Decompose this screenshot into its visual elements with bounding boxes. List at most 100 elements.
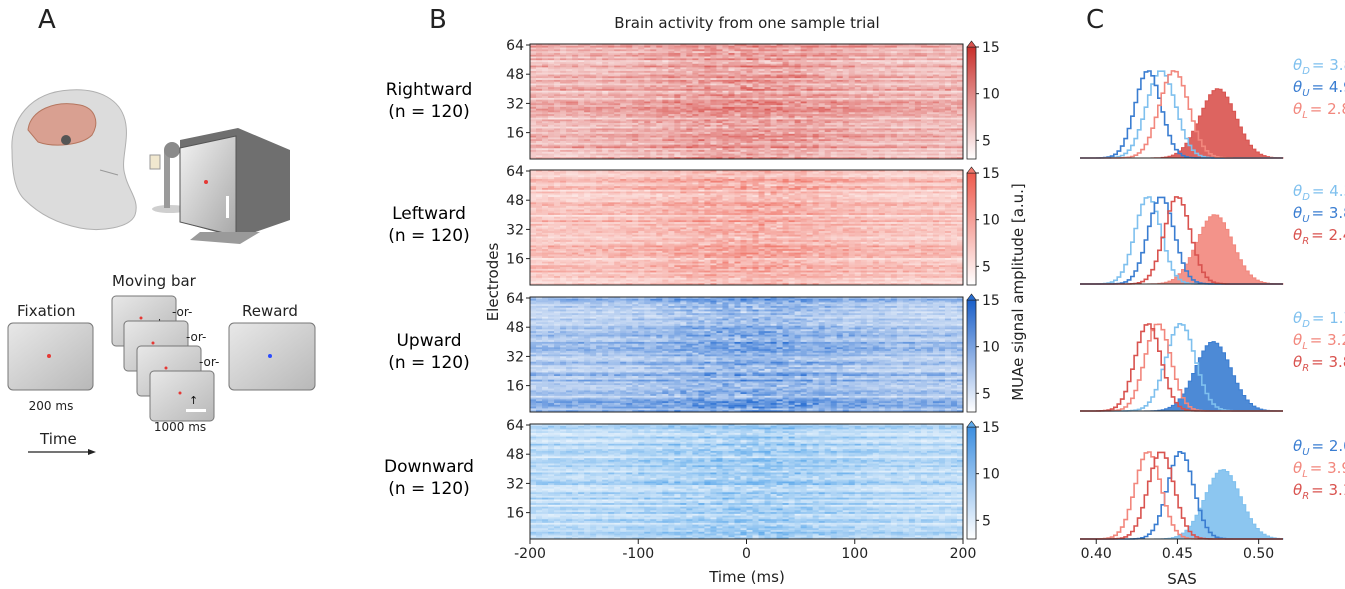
heatmap-cell: [590, 128, 596, 130]
heatmap-cell: [807, 100, 813, 102]
heatmap-cell: [765, 96, 771, 98]
heatmap-cell: [747, 58, 753, 60]
heatmap-cell: [632, 141, 638, 143]
heatmap-cell: [897, 57, 903, 59]
heatmap-cell: [759, 105, 765, 107]
heatmap-cell: [602, 148, 608, 150]
heatmap-cell: [722, 85, 728, 87]
heatmap-cell: [614, 109, 620, 111]
heatmap-cell: [789, 128, 795, 130]
condition-name: Downward: [384, 457, 474, 477]
heatmap-cell: [566, 103, 572, 105]
heatmap-cell: [680, 76, 686, 78]
heatmap-cell: [650, 154, 656, 156]
heatmap-cell: [536, 110, 542, 112]
heatmap-cell: [674, 75, 680, 77]
heatmap-cell: [951, 145, 957, 147]
heatmap-cell: [530, 155, 536, 157]
heatmap-cell: [915, 85, 921, 87]
heatmap-cell: [542, 172, 548, 174]
heatmap-cell: [578, 154, 584, 156]
heatmap-cell: [590, 103, 596, 105]
heatmap-cell: [867, 85, 873, 87]
heatmap-cell: [867, 46, 873, 48]
heatmap-cell: [873, 80, 879, 82]
heatmap-cell: [861, 148, 867, 150]
heatmap-cell: [740, 69, 746, 71]
heatmap-cell: [590, 139, 596, 141]
heatmap-cell: [656, 145, 662, 147]
heatmap-cell: [698, 80, 704, 82]
heatmap-cell: [614, 103, 620, 105]
heatmap-cell: [602, 177, 608, 179]
heatmap-cell: [572, 87, 578, 89]
heatmap-cell: [578, 85, 584, 87]
heatmap-cell: [849, 93, 855, 95]
heatmap-cell: [704, 130, 710, 132]
heatmap-cell: [849, 105, 855, 107]
heatmap-cell: [795, 174, 801, 176]
heatmap-cell: [590, 136, 596, 138]
heatmap-cell: [945, 112, 951, 114]
heatmap-cell: [698, 58, 704, 60]
heatmap-cell: [759, 103, 765, 105]
heatmap-cell: [771, 55, 777, 57]
heatmap-cell: [692, 172, 698, 174]
heatmap-cell: [903, 119, 909, 121]
heatmap-cell: [662, 58, 668, 60]
heatmap-cell: [831, 78, 837, 80]
heatmap-cell: [668, 116, 674, 118]
heatmap-cell: [638, 73, 644, 75]
heatmap-cell: [759, 76, 765, 78]
heatmap-cell: [656, 148, 662, 150]
heatmap-cell: [716, 84, 722, 86]
heatmap-cell: [548, 103, 554, 105]
heatmap-cell: [680, 125, 686, 127]
heatmap-cell: [837, 119, 843, 121]
heatmap-cell: [680, 175, 686, 177]
heatmap-cell: [957, 141, 963, 143]
heatmap-cell: [909, 114, 915, 116]
heatmap-cell: [554, 146, 560, 148]
heatmap-cell: [716, 62, 722, 64]
heatmap-cell: [716, 139, 722, 141]
heatmap-cell: [674, 102, 680, 104]
heatmap-cell: [909, 53, 915, 55]
heatmap-cell: [855, 136, 861, 138]
heatmap-cell: [662, 134, 668, 136]
heatmap-cell: [668, 57, 674, 59]
heatmap-cell: [674, 132, 680, 134]
heatmap-cell: [843, 60, 849, 62]
heatmap-cell: [819, 100, 825, 102]
heatmap-cell: [578, 57, 584, 59]
heatmap-cell: [560, 48, 566, 50]
heatmap-cell: [903, 132, 909, 134]
heatmap-cell: [885, 57, 891, 59]
heatmap-cell: [698, 146, 704, 148]
heatmap-cell: [542, 174, 548, 176]
heatmap-cell: [819, 123, 825, 125]
heatmap-cell: [951, 146, 957, 148]
heatmap-cell: [783, 94, 789, 96]
heatmap-cell: [596, 62, 602, 64]
heatmap-cell: [632, 98, 638, 100]
heatmap-cell: [608, 119, 614, 121]
heatmap-cell: [819, 121, 825, 123]
heatmap-cell: [620, 152, 626, 154]
heatmap-cell: [662, 102, 668, 104]
heatmap-cell: [945, 73, 951, 75]
heatmap-cell: [807, 146, 813, 148]
heatmap-cell: [596, 143, 602, 145]
heatmap-cell: [897, 102, 903, 104]
heatmap-cell: [734, 98, 740, 100]
heatmap-cell: [783, 139, 789, 141]
heatmap-cell: [674, 119, 680, 121]
heatmap-cell: [801, 123, 807, 125]
heatmap-cell: [656, 139, 662, 141]
heatmap-cell: [572, 48, 578, 50]
heatmap-cell: [560, 89, 566, 91]
heatmap-cell: [644, 136, 650, 138]
heatmap-cell: [662, 98, 668, 100]
heatmap-cell: [897, 154, 903, 156]
heatmap-cell: [536, 100, 542, 102]
